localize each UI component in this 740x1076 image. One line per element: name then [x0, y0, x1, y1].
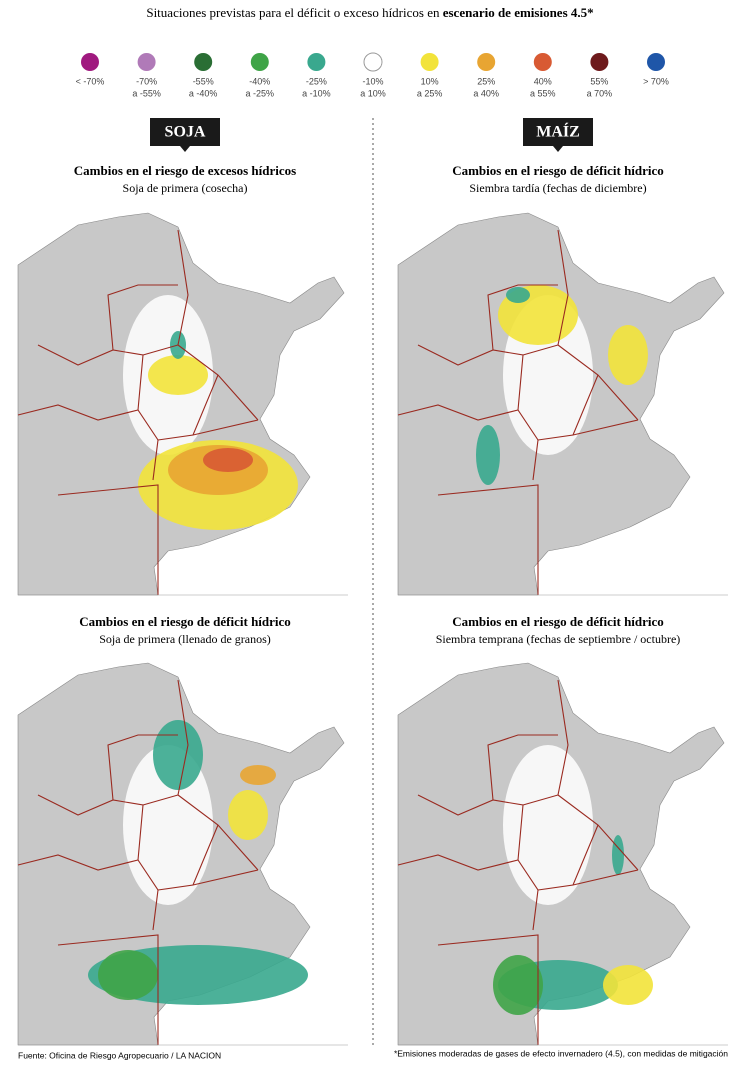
map: [397, 662, 728, 1046]
map: [17, 662, 348, 1046]
map-region: [612, 835, 624, 875]
legend-label: -10%: [362, 76, 383, 86]
title-text: Situaciones previstas para el déficit o …: [146, 5, 440, 20]
map-region: [493, 955, 543, 1015]
map-region: [608, 325, 648, 385]
legend-label: -40%: [249, 76, 270, 86]
legend-swatch: [590, 53, 609, 71]
title: Situaciones previstas para el déficit o …: [146, 5, 593, 20]
legend-label: a 10%: [360, 88, 386, 98]
legend-swatch: [137, 53, 156, 71]
map-region: [506, 287, 530, 303]
map-region: [476, 425, 500, 485]
legend-label: a -40%: [189, 88, 218, 98]
map-region: [203, 448, 253, 472]
legend-swatch: [477, 53, 496, 71]
panel-subtitle: Siembra temprana (fechas de septiembre /…: [436, 632, 681, 646]
section-label: SOJA: [165, 124, 206, 141]
section-box: [523, 118, 593, 146]
map: [17, 212, 348, 596]
panel-subtitle: Soja de primera (cosecha): [123, 181, 248, 195]
map-region: [153, 720, 203, 790]
legend-label: 10%: [421, 76, 439, 86]
legend-swatch: [307, 53, 326, 71]
legend-label: a -10%: [302, 88, 331, 98]
source: Fuente: Oficina de Riesgo Agropecuario /…: [18, 1050, 221, 1060]
panel-title: Cambios en el riesgo de déficit hídrico: [79, 614, 291, 629]
map-region: [228, 790, 268, 840]
legend-label: a 70%: [587, 88, 613, 98]
legend-label: 25%: [477, 76, 495, 86]
legend-swatch: [363, 52, 383, 72]
note: *Emisiones moderadas de gases de efecto …: [394, 1048, 728, 1058]
section-label: MAÍZ: [536, 122, 580, 141]
map-nodata: [503, 745, 593, 905]
section-box: [150, 118, 220, 146]
legend-label: -55%: [193, 76, 214, 86]
legend-label: a 25%: [417, 88, 443, 98]
legend-swatch: [533, 53, 552, 71]
legend: < -70% -70% a -55% -55% a -40% -40% a -25% -25%…: [76, 52, 669, 98]
map-region: [98, 950, 158, 1000]
panel-title: Cambios en el riesgo de déficit hídrico: [452, 614, 664, 629]
legend-label: a -55%: [132, 88, 161, 98]
section-pointer: [553, 146, 563, 152]
panel-subtitle: Siembra tardía (fechas de diciembre): [469, 181, 646, 195]
map-region: [603, 965, 653, 1005]
map-region: [240, 765, 276, 785]
legend-label: 40%: [534, 76, 552, 86]
legend-label: a 40%: [473, 88, 499, 98]
legend-swatch: [420, 53, 439, 71]
legend-label: > 70%: [643, 76, 669, 86]
legend-label: < -70%: [76, 76, 105, 86]
legend-swatch: [194, 53, 213, 71]
map-region: [148, 355, 208, 395]
legend-label: -70%: [136, 76, 157, 86]
panel-subtitle: Soja de primera (llenado de granos): [99, 632, 271, 646]
legend-label: -25%: [306, 76, 327, 86]
title-bold: escenario de emisiones 4.5*: [443, 5, 594, 20]
section-pointer: [180, 146, 190, 152]
legend-label: a -25%: [246, 88, 275, 98]
map: [397, 212, 728, 596]
legend-swatch: [647, 53, 665, 71]
panel-title: Cambios en el riesgo de excesos hídricos: [74, 163, 296, 178]
legend-label: 55%: [590, 76, 608, 86]
panel-title: Cambios en el riesgo de déficit hídrico: [452, 163, 664, 178]
legend-label: a 55%: [530, 88, 556, 98]
legend-swatch: [250, 53, 269, 71]
legend-swatch: [81, 53, 99, 71]
